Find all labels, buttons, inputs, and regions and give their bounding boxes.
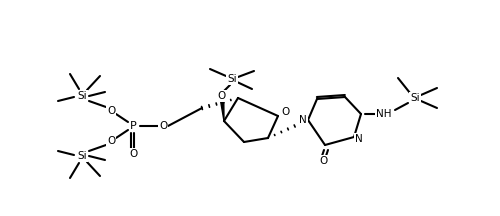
Text: N: N	[299, 115, 307, 125]
Text: O: O	[129, 149, 137, 159]
Text: Si: Si	[410, 93, 420, 103]
Text: O: O	[159, 121, 167, 131]
Polygon shape	[220, 99, 224, 121]
Text: P: P	[130, 121, 136, 131]
Text: O: O	[319, 156, 327, 166]
Text: NH: NH	[376, 109, 392, 119]
Text: O: O	[107, 106, 115, 116]
Text: O: O	[107, 136, 115, 146]
Text: Si: Si	[77, 151, 87, 161]
Text: Si: Si	[77, 91, 87, 101]
Text: O: O	[281, 107, 289, 117]
Text: Si: Si	[227, 74, 237, 84]
Text: O: O	[218, 91, 226, 101]
Text: N: N	[355, 134, 363, 144]
